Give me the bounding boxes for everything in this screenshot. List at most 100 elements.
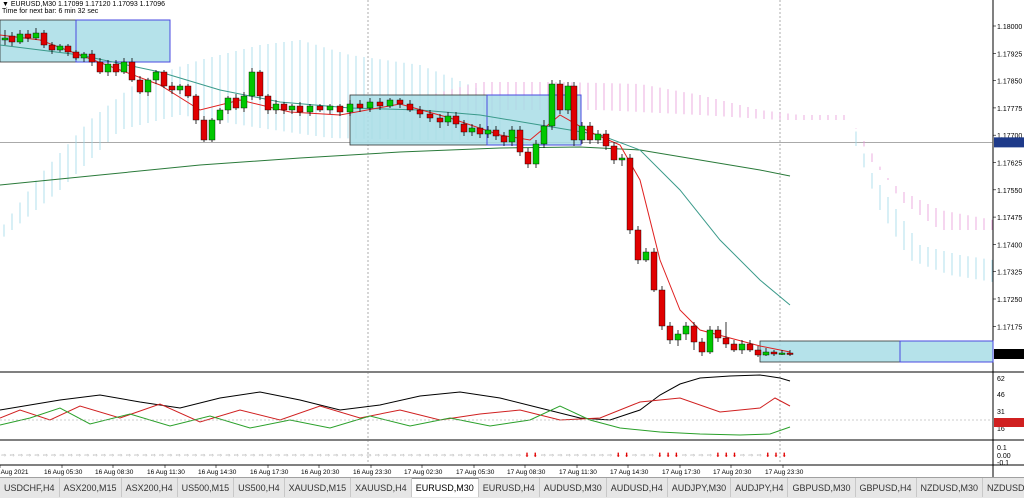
- ttc-arrow-icon: ⇨: [101, 452, 106, 459]
- ttc-arrow-icon: ⇨: [76, 452, 81, 459]
- ttc-arrow-icon: ⇨: [375, 452, 380, 459]
- candle-body: [168, 85, 176, 91]
- ttc-arrow-icon: ⬇: [782, 452, 787, 459]
- chart-tab-audusd-h4[interactable]: AUDUSD,H4: [607, 478, 668, 497]
- ttc-arrow-icon: ⇨: [118, 452, 123, 459]
- ttc-arrow-icon: ⇨: [483, 452, 488, 459]
- ttc-arrow-icon: ⇨: [309, 452, 314, 459]
- candle-body: [80, 53, 88, 59]
- candle-body: [436, 117, 444, 123]
- time-axis-label: 16 Aug 20:30: [301, 469, 340, 476]
- chart-tab-asx200-m15[interactable]: ASX200,M15: [60, 478, 122, 497]
- ttc-arrow-icon: ⬇: [665, 452, 670, 459]
- next-bar-timer: Time for next bar: 6 min 32 sec: [2, 8, 99, 15]
- ttc-arrow-icon: ⇨: [558, 452, 563, 459]
- ttc-arrow-icon: ⇨: [607, 452, 612, 459]
- chart-tab-xauusd-h4[interactable]: XAUUSD,H4: [351, 478, 412, 497]
- candle-body: [216, 109, 224, 121]
- chart-tab-eurusd-m30[interactable]: EURUSD,M30: [411, 478, 479, 497]
- chart-tab-audusd-m30[interactable]: AUDUSD,M30: [540, 478, 607, 497]
- ttc-scale-label: 0.00: [997, 453, 1011, 460]
- candle-body: [476, 127, 484, 135]
- time-axis-label: 17 Aug 14:30: [610, 469, 649, 476]
- candle-body: [396, 99, 404, 105]
- candle-body: [444, 115, 452, 123]
- ttc-arrow-icon: ⇨: [242, 452, 247, 459]
- candle-body: [136, 79, 144, 93]
- candle-body: [594, 133, 602, 141]
- chart-tab-us500-h4[interactable]: US500,H4: [234, 478, 285, 497]
- candle-body: [24, 33, 32, 39]
- candle-body: [200, 119, 208, 141]
- ttc-arrow-icon: ⬇: [773, 452, 778, 459]
- candle-body: [452, 115, 460, 125]
- chart-tab-audjpy-m30[interactable]: AUDJPY,M30: [668, 478, 732, 497]
- time-axis-label: 17 Aug 02:30: [404, 469, 443, 476]
- candle-body: [532, 143, 540, 165]
- ttc-arrow-icon: ⇨: [649, 452, 654, 459]
- candle-body: [144, 79, 152, 93]
- ttc-arrow-icon: ⬇: [765, 452, 770, 459]
- ttc-arrow-icon: ⇨: [433, 452, 438, 459]
- candle-body: [642, 251, 650, 261]
- candle-body: [346, 103, 354, 113]
- candle-body: [556, 83, 564, 111]
- ttc-arrow-icon: ⇨: [549, 452, 554, 459]
- chart-tab-audjpy-h4[interactable]: AUDJPY,H4: [731, 478, 789, 497]
- ttc-arrow-icon: ⇨: [325, 452, 330, 459]
- chart-tab-nzdusd-m30[interactable]: NZDUSD,M30: [917, 478, 984, 497]
- candle-body: [524, 151, 532, 165]
- price-axis-label: 1.17700: [997, 133, 1022, 140]
- ttc-arrow-icon: ⇨: [159, 452, 164, 459]
- ttc-arrow-icon: ⇨: [259, 452, 264, 459]
- ttc-arrow-icon: ⬇: [715, 452, 720, 459]
- candle-body: [192, 95, 200, 121]
- chart-tab-gbpusd-h4[interactable]: GBPUSD,H4: [856, 478, 917, 497]
- candle-body: [326, 105, 334, 111]
- overnight-range-box: [759, 340, 901, 363]
- candle-body: [296, 105, 304, 113]
- candle-body: [272, 103, 280, 111]
- price-axis-label: 1.17625: [997, 161, 1022, 168]
- chart-tab-nzdusd-h4[interactable]: NZDUSD,H4: [983, 478, 1024, 497]
- chart-tab-eurusd-h4[interactable]: EURUSD,H4: [479, 478, 540, 497]
- ttc-arrow-icon: ⇨: [167, 452, 172, 459]
- candle-body: [762, 351, 770, 356]
- chart-tab-xauusd-m15[interactable]: XAUUSD,M15: [285, 478, 352, 497]
- candle-body: [56, 45, 64, 51]
- price-axis-label: 1.17175: [997, 324, 1022, 331]
- candle-body: [746, 343, 754, 351]
- ttc-arrow-icon: ⇨: [416, 452, 421, 459]
- overnight-range-box: [0, 19, 77, 63]
- candle-body: [778, 352, 786, 355]
- chart-tab-gbpusd-m30[interactable]: GBPUSD,M30: [788, 478, 856, 497]
- chart-tab-asx200-h4[interactable]: ASX200,H4: [122, 478, 178, 497]
- candle-body: [690, 325, 698, 343]
- ttc-arrow-icon: ⇨: [392, 452, 397, 459]
- ttc-arrow-icon: ⇨: [591, 452, 596, 459]
- time-axis-label: 16 Aug 2021: [0, 469, 29, 476]
- price-axis-label: 1.18000: [997, 24, 1022, 31]
- ttc-arrow-icon: ⇨: [18, 452, 23, 459]
- candle-body: [248, 71, 256, 97]
- candle-body: [96, 61, 104, 73]
- candle-body: [152, 71, 160, 81]
- time-axis-label: 17 Aug 05:30: [456, 469, 495, 476]
- ttc-arrow-icon: ⇨: [201, 452, 206, 459]
- ttc-arrow-icon: ⇨: [400, 452, 405, 459]
- ttc-arrow-icon: ⇨: [184, 452, 189, 459]
- ttc-arrow-icon: ⇨: [682, 452, 687, 459]
- ttc-arrow-icon: ⇨: [93, 452, 98, 459]
- candle-body: [426, 113, 434, 119]
- ttc-arrow-icon: ⇨: [250, 452, 255, 459]
- price-level-marker: [994, 137, 1024, 148]
- candle-body: [610, 145, 618, 161]
- candle-body: [40, 32, 48, 46]
- chart-tab-us500-m15[interactable]: US500,M15: [178, 478, 235, 497]
- candle-body: [128, 61, 136, 81]
- candle-body: [484, 129, 492, 135]
- chart-tab-usdchf-h4[interactable]: USDCHF,H4: [0, 478, 60, 497]
- ttc-arrow-icon: ⇨: [209, 452, 214, 459]
- ttc-arrow-icon: ⬇: [624, 452, 629, 459]
